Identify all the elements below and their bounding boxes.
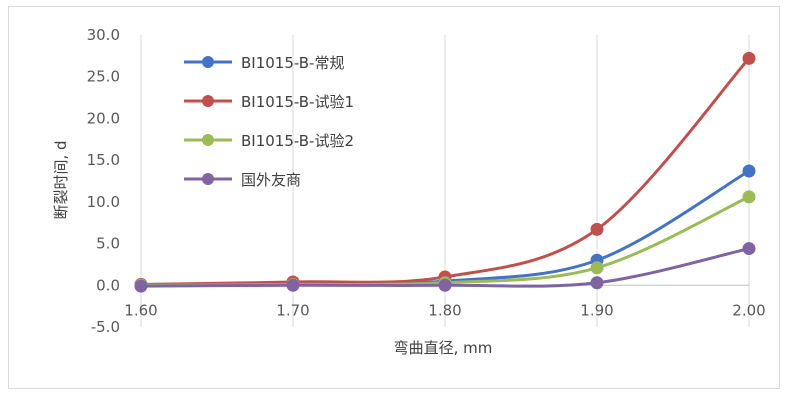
data-point-3-1 — [286, 278, 300, 292]
data-point-0-4 — [742, 164, 756, 178]
legend-label: 国外友商 — [241, 171, 301, 189]
data-point-2-4 — [742, 190, 756, 204]
data-point-1-3 — [590, 222, 604, 236]
legend-item-3: 国外友商 — [184, 171, 301, 189]
legend-marker — [202, 173, 214, 185]
data-point-3-0 — [134, 279, 148, 293]
x-axis-title: 弯曲直径, mm — [394, 339, 493, 357]
legend-marker — [202, 134, 214, 146]
legend: BI1015-B-常规 BI1015-B-试验1 BI1015-B-试验2 国外友商 — [184, 54, 354, 189]
legend-item-2: BI1015-B-试验2 — [184, 132, 354, 150]
x-tick-label: 1.80 — [428, 301, 461, 319]
data-point-3-3 — [590, 276, 604, 290]
x-tick-label: 2.00 — [732, 301, 765, 319]
x-tick-label: 1.60 — [124, 301, 157, 319]
y-tick-label: 25.0 — [87, 68, 120, 86]
y-tick-label: 5.0 — [96, 235, 120, 253]
legend-marker — [202, 56, 214, 68]
x-tick-label: 1.70 — [276, 301, 309, 319]
legend-marker — [202, 95, 214, 107]
y-tick-label: 10.0 — [87, 193, 120, 211]
y-tick-label: 0.0 — [96, 276, 120, 294]
series-group — [134, 51, 756, 293]
legend-item-1: BI1015-B-试验1 — [184, 93, 354, 111]
legend-label: BI1015-B-常规 — [241, 54, 344, 72]
x-tick-label: 1.90 — [580, 301, 613, 319]
x-axis-ticks: 1.60 1.70 1.80 1.90 2.00 — [124, 301, 765, 319]
data-point-3-4 — [742, 242, 756, 256]
y-tick-label: 20.0 — [87, 109, 120, 127]
data-point-2-3 — [590, 261, 604, 275]
y-tick-label: -5.0 — [91, 318, 120, 336]
y-tick-label: 15.0 — [87, 151, 120, 169]
data-point-3-2 — [438, 278, 452, 292]
data-point-1-4 — [742, 51, 756, 65]
y-axis-title: 断裂时间, d — [52, 140, 70, 219]
y-axis-ticks: -5.0 0.0 5.0 10.0 15.0 20.0 25.0 30.0 — [87, 26, 120, 336]
y-tick-label: 30.0 — [87, 26, 120, 44]
legend-item-0: BI1015-B-常规 — [184, 54, 344, 72]
legend-label: BI1015-B-试验1 — [241, 93, 354, 111]
legend-label: BI1015-B-试验2 — [241, 132, 354, 150]
series-3 — [134, 242, 756, 293]
chart-frame — [8, 6, 780, 389]
